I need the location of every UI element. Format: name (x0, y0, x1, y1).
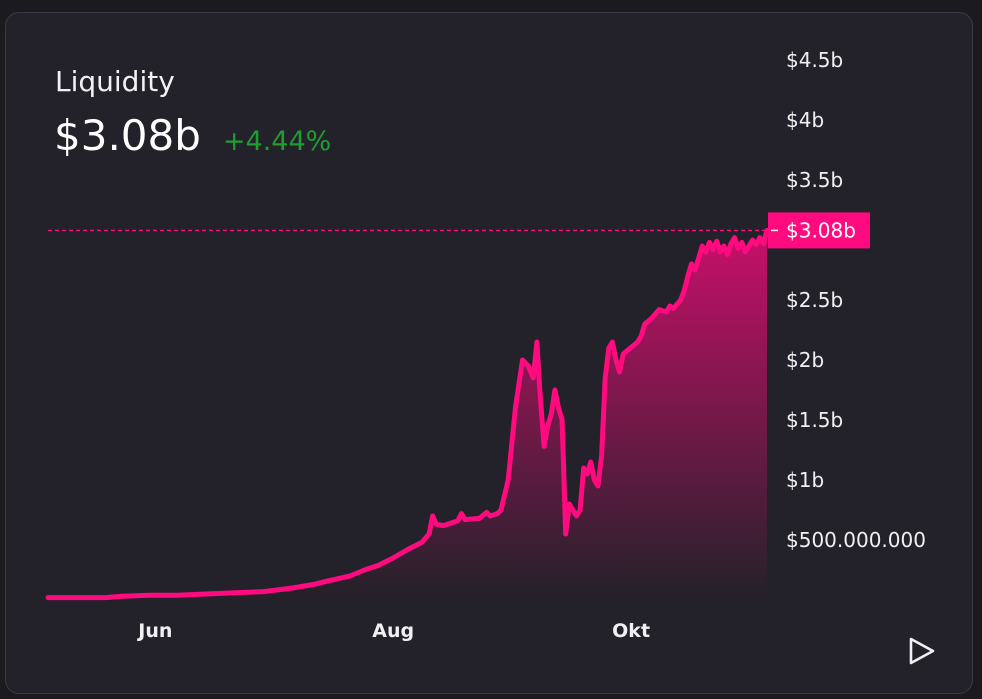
current-value-badge (768, 212, 870, 249)
y-tick-label: $4b (786, 108, 824, 132)
y-tick-label: $1b (786, 468, 824, 492)
y-axis-ticks: $500.000.000 $1b $1.5b $2b $2.5b $3.5b $4b $4.5… (786, 48, 926, 552)
y-tick-label: $500.000.000 (786, 528, 926, 552)
series-area (48, 230, 767, 600)
chart-line-layer (45, 227, 770, 601)
current-value-label: $3.08b (786, 218, 856, 242)
liquidity-card: Liquidity $3.08b +4.44% $3.08b $500.000.… (5, 12, 973, 694)
chart-area-layer (48, 230, 767, 600)
liquidity-value: $3.08b (54, 111, 201, 160)
series-line (45, 227, 770, 601)
y-tick-label: $1.5b (786, 408, 843, 432)
current-value-layer: $3.08b (48, 212, 870, 249)
y-tick-label: $2.5b (786, 288, 843, 312)
x-tick-label: Jun (136, 620, 172, 642)
liquidity-change: +4.44% (222, 126, 332, 157)
play-icon[interactable] (908, 636, 936, 666)
x-axis-ticks: Jun Aug Okt (136, 620, 650, 642)
widget-title: Liquidity (55, 65, 175, 98)
x-tick-label: Okt (612, 620, 650, 642)
liquidity-chart: $3.08b $500.000.000 $1b $1.5b $2b $2.5b $3.5b… (45, 48, 926, 642)
y-tick-label: $3.5b (786, 168, 843, 192)
y-tick-label: $2b (786, 348, 824, 372)
value-row: $3.08b +4.44% (54, 111, 331, 160)
y-tick-label: $4.5b (786, 48, 843, 72)
x-tick-label: Aug (372, 620, 414, 642)
